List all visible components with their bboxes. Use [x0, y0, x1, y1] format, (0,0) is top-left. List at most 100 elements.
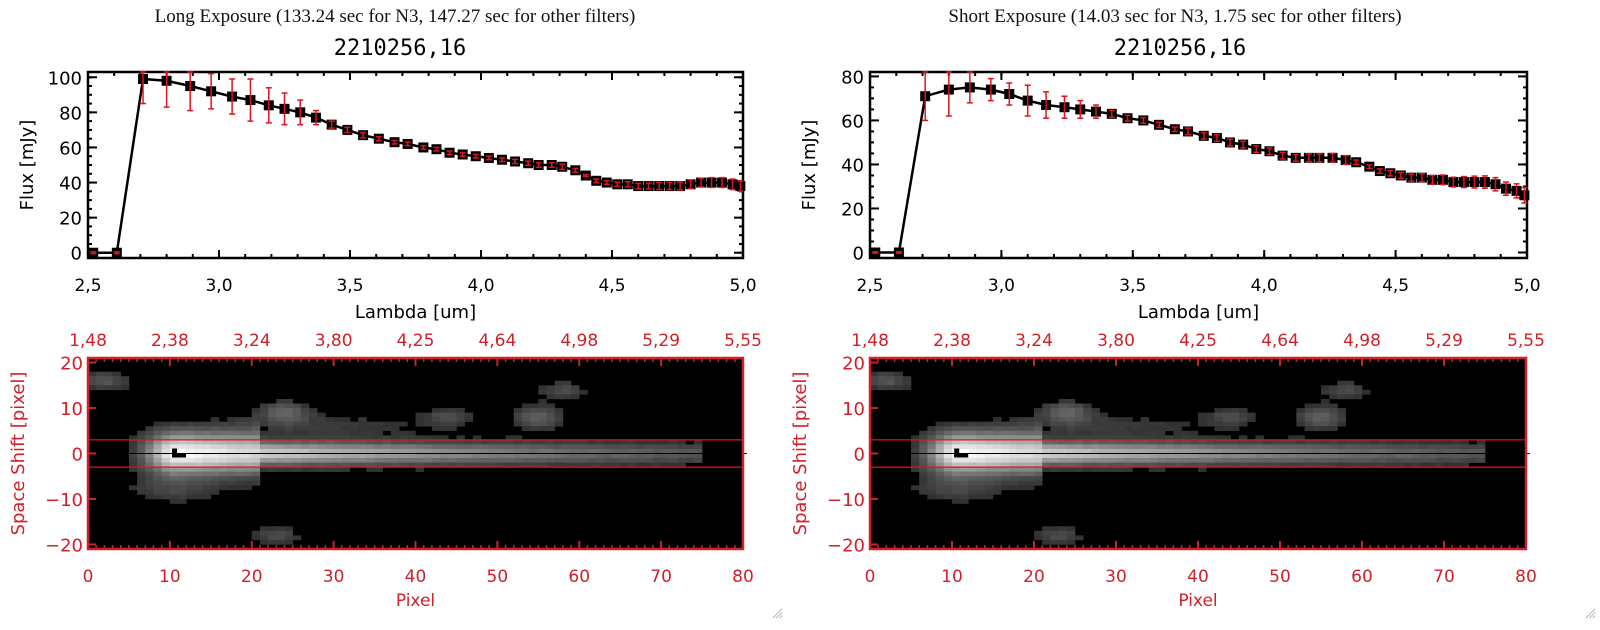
image-pixel	[202, 489, 212, 495]
image-pixel	[268, 458, 277, 463]
image-pixel	[1025, 467, 1035, 472]
error-bar	[247, 78, 254, 122]
error-bar	[1316, 153, 1323, 163]
image-pixel	[169, 430, 179, 436]
image-pixel	[554, 394, 564, 400]
image-pixel	[186, 462, 195, 468]
error-bar	[548, 161, 555, 169]
image-pixel	[1378, 439, 1387, 445]
image-pixel	[1140, 444, 1150, 450]
image-pixel	[153, 480, 162, 486]
image-pixel	[292, 453, 302, 459]
image-pixel	[927, 467, 936, 472]
image-pixel	[968, 421, 977, 427]
image-pixel	[235, 439, 244, 445]
image-top-wavelength-label: 5,29	[642, 331, 680, 351]
image-pixel	[1107, 426, 1117, 432]
image-pixel	[1107, 448, 1117, 454]
image-pixel	[1353, 439, 1363, 445]
image-pixel	[530, 448, 539, 454]
image-pixel	[620, 444, 629, 450]
image-pixel	[178, 462, 187, 468]
image-pixel	[350, 426, 359, 432]
error-bar	[737, 180, 744, 193]
image-pixel	[440, 417, 449, 422]
image-pixel	[984, 430, 994, 436]
error-bar	[1227, 138, 1234, 147]
image-pixel	[960, 458, 969, 463]
error-bar	[635, 182, 642, 190]
image-pixel	[448, 462, 457, 468]
image-pixel	[448, 448, 457, 454]
image-pixel	[137, 439, 146, 445]
image-pixel	[984, 489, 994, 495]
image-pixel	[1181, 448, 1191, 454]
image-pixel	[993, 476, 1002, 482]
image-pixel	[1271, 439, 1281, 445]
image-pixel	[1304, 403, 1314, 409]
image-pixel	[628, 462, 637, 468]
image-pixel	[1017, 453, 1027, 459]
image-pixel	[186, 421, 195, 427]
image-pixel	[1419, 448, 1428, 454]
image-pixel	[1206, 417, 1215, 422]
image-pixel	[227, 458, 236, 463]
error-bar	[895, 251, 902, 254]
image-pixel	[1321, 385, 1330, 391]
image-pixel	[1230, 408, 1240, 413]
image-pixel	[161, 448, 171, 454]
image-pixel	[603, 462, 613, 468]
image-pixel	[153, 471, 162, 477]
image-pixel	[374, 458, 384, 463]
image-pixel	[1140, 435, 1150, 441]
image-pixel	[1255, 439, 1264, 445]
image-pixel	[1066, 426, 1076, 432]
image-pixel	[317, 444, 326, 450]
image-pixel	[1386, 444, 1396, 450]
image-pixel	[464, 448, 474, 454]
image-pixel	[1419, 458, 1428, 463]
image-pixel	[186, 489, 195, 495]
image-pixel	[1050, 426, 1059, 432]
image-pixel	[1345, 389, 1355, 395]
image-pixel	[194, 462, 203, 468]
image-pixel	[128, 458, 138, 463]
image-pixel	[943, 435, 953, 441]
resize-grip-left[interactable]	[771, 607, 783, 619]
image-pixel	[1239, 408, 1248, 413]
image-pixel	[1075, 435, 1084, 441]
image-pixel	[1206, 444, 1215, 450]
image-pixel	[1025, 421, 1035, 427]
image-pixel	[366, 439, 375, 445]
image-pixel	[489, 453, 498, 459]
image-pixel	[178, 485, 187, 491]
image-pixel	[96, 380, 105, 386]
image-pixel	[1058, 426, 1068, 432]
image-pixel	[546, 408, 555, 413]
image-pixel	[1214, 408, 1223, 413]
resize-grip-right[interactable]	[1584, 607, 1596, 619]
image-pixel	[1066, 435, 1076, 441]
image-pixel	[169, 485, 179, 491]
image-pixel	[284, 408, 293, 413]
image-pixel	[456, 408, 465, 413]
image-pixel	[943, 430, 953, 436]
image-pixel	[128, 435, 138, 441]
error-bar	[187, 71, 194, 112]
image-pixel	[1255, 435, 1264, 441]
image-pixel	[1009, 421, 1018, 427]
image-pixel	[993, 426, 1002, 432]
image-pixel	[530, 426, 539, 432]
image-pixel	[505, 462, 515, 468]
image-pixel	[145, 476, 154, 482]
image-pixel	[497, 439, 506, 445]
image-pixel	[1034, 535, 1043, 541]
image-pixel	[984, 494, 994, 500]
image-pixel	[993, 489, 1002, 495]
image-pixel	[1025, 480, 1035, 486]
image-pixel	[1247, 453, 1256, 459]
image-pixel	[1050, 467, 1059, 472]
image-pixel	[227, 439, 236, 445]
image-pixel	[984, 435, 994, 441]
image-pixel	[456, 421, 465, 427]
